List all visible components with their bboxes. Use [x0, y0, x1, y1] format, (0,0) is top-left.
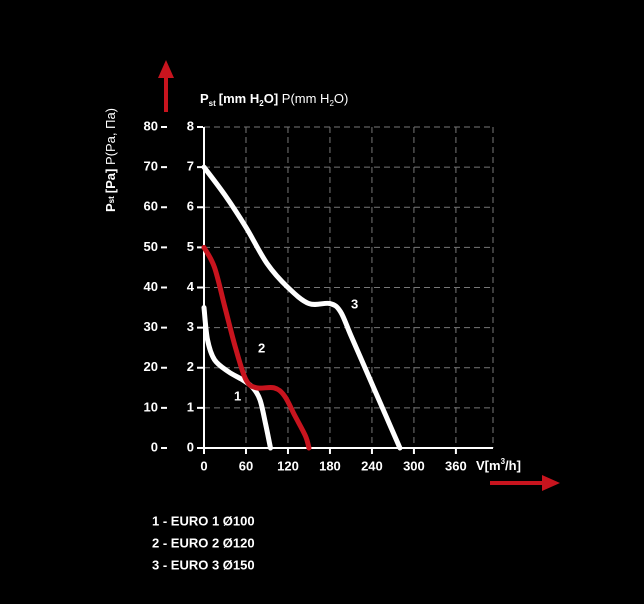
- curve-label: 1: [234, 388, 241, 403]
- y2-tick-label: 4: [187, 279, 195, 294]
- x-tick-label: 120: [277, 458, 299, 473]
- y-title-part: [Pa]: [103, 169, 118, 194]
- x-tick-label: 300: [403, 458, 425, 473]
- y2-title-part: O): [334, 91, 348, 106]
- y2-title-part: [mm H: [219, 91, 259, 106]
- x-tick-label: 180: [319, 458, 341, 473]
- y2-title-part: P: [200, 91, 209, 106]
- y2-title-part: O]: [264, 91, 278, 106]
- y-title-part: P(Pa, Па): [103, 108, 118, 169]
- y2-tick-label: 5: [187, 239, 194, 254]
- x-title-part: V[m: [476, 458, 501, 473]
- curve-label: 2: [258, 340, 265, 355]
- y-title-part: st: [107, 196, 116, 203]
- y2-title-part: P(mm H: [278, 91, 329, 106]
- x-tick-label: 240: [361, 458, 383, 473]
- y-tick-label: 10: [144, 399, 158, 414]
- y-title: Pst [Pa] P(Pa, Па): [103, 108, 118, 212]
- y-tick-label: 60: [144, 199, 158, 214]
- legend-entry: 2 - EURO 2 Ø120: [152, 535, 255, 550]
- legend-entry: 1 - EURO 1 Ø100: [152, 513, 255, 528]
- x-tick-label: 60: [239, 458, 253, 473]
- x-tick-label: 360: [445, 458, 467, 473]
- y2-tick-label: 8: [187, 118, 194, 133]
- legend-entry: 3 - EURO 3 Ø150: [152, 557, 255, 572]
- y-tick-label: 50: [144, 239, 158, 254]
- y-tick-label: 0: [151, 439, 158, 454]
- x-tick-label: 0: [200, 458, 207, 473]
- y2-tick-label: 6: [187, 199, 194, 214]
- y2-tick-label: 2: [187, 359, 194, 374]
- curve: [201, 244, 312, 451]
- y2-tick-label: 1: [187, 399, 194, 414]
- y2-title: Pst [mm H2O] P(mm H2O): [200, 91, 348, 108]
- x-arrow: [490, 475, 560, 491]
- y2-title-part: 2: [259, 99, 264, 108]
- x-title-part: /h]: [505, 458, 521, 473]
- y-title-part: P: [103, 203, 118, 212]
- y-tick-label: 20: [144, 359, 158, 374]
- curve: [201, 164, 403, 451]
- y-tick-label: 70: [144, 159, 158, 174]
- y-tick-label: 30: [144, 319, 158, 334]
- y-tick-label: 80: [144, 118, 158, 133]
- x-title: V[m3/h]: [476, 457, 521, 473]
- x-title-part: 3: [501, 457, 506, 466]
- curve: [201, 305, 273, 451]
- y2-tick-label: 3: [187, 319, 194, 334]
- curve-label: 3: [351, 296, 358, 311]
- y-arrow: [158, 60, 174, 112]
- y-tick-label: 40: [144, 279, 158, 294]
- y2-title-part: 2: [329, 99, 334, 108]
- y2-tick-label: 7: [187, 159, 194, 174]
- y2-tick-label: 0: [187, 439, 194, 454]
- y2-title-part: st: [209, 99, 216, 108]
